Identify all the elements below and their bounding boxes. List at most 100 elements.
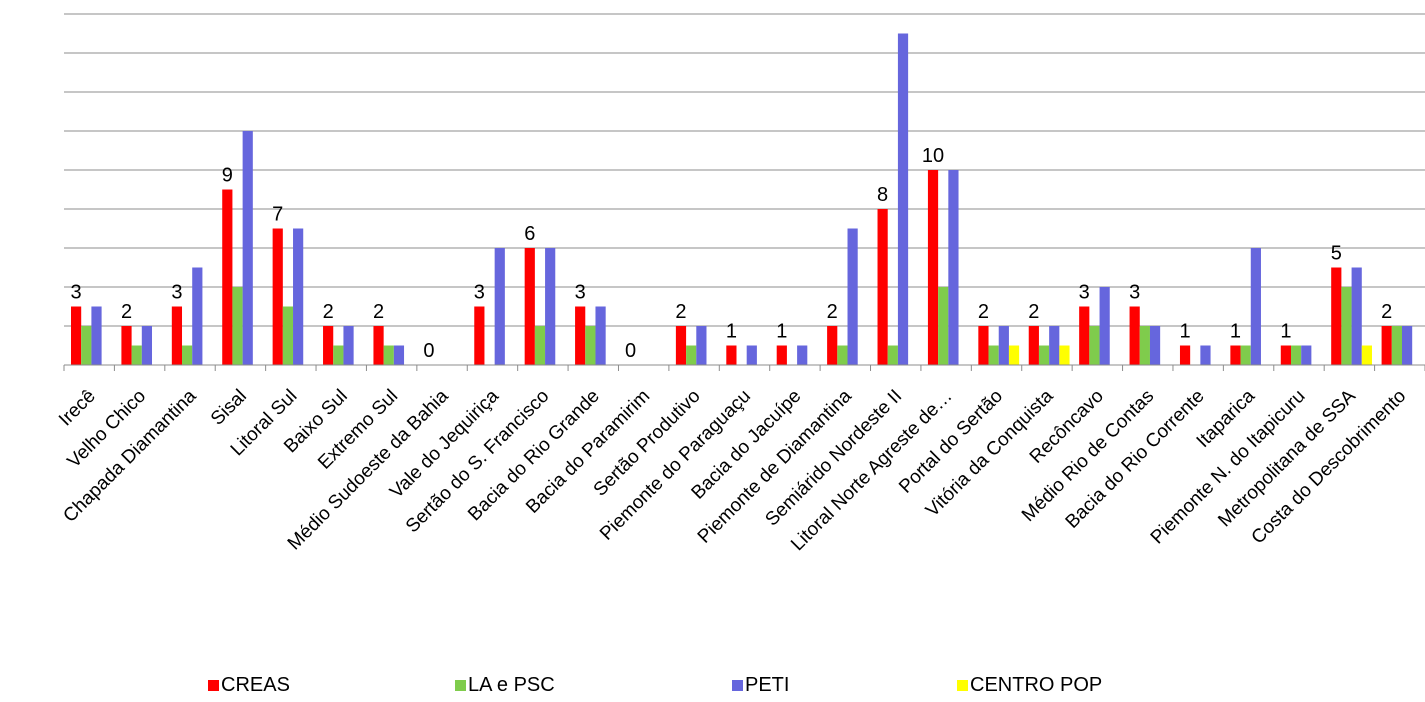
bar-series [71,33,1413,365]
bar-la-e-psc [1139,326,1150,365]
bar-creas [1280,345,1291,365]
bar-creas [575,306,586,365]
bar-la-e-psc [837,345,848,365]
data-label: 2 [1028,301,1039,323]
legend-label: CENTRO POP [970,674,1102,696]
bar-peti [1049,326,1060,365]
data-label: 2 [675,301,686,323]
bar-peti [948,170,959,365]
bar-creas [171,306,183,365]
bar-creas [726,345,737,365]
legend-swatch [957,680,968,691]
bar-centro-pop [1059,345,1070,365]
data-labels: 3 2 3 9 7 2 2 0 3 6 3 0 2 1 1 2 8 10 2 2 3 3 1 1 1 5 2 [71,145,1393,362]
bar-la-e-psc [887,345,898,365]
bar-la-e-psc [383,345,394,365]
bar-peti [1301,345,1312,365]
bar-la-e-psc [282,306,294,365]
bar-creas [1028,326,1039,365]
bar-peti [343,326,354,365]
data-label: 0 [423,340,434,362]
bar-peti [696,326,707,365]
data-label: 2 [1381,301,1392,323]
bar-la-e-psc [81,326,92,365]
bar-peti [1401,326,1413,365]
data-label: 10 [922,145,944,167]
data-label: 2 [827,301,838,323]
data-label: 1 [1280,321,1291,343]
x-axis [63,364,1425,371]
bar-creas [373,326,384,365]
bar-la-e-psc [1391,326,1402,365]
bar-peti [293,228,304,365]
bar-peti [393,345,405,365]
data-label: 1 [1180,321,1191,343]
bar-creas [474,306,485,365]
x-tick-label: Sisal [207,386,251,430]
bar-la-e-psc [131,345,142,365]
data-label: 9 [222,165,233,187]
bar-peti [1099,287,1110,365]
bar-creas [827,326,838,365]
legend-swatch [208,680,219,691]
data-label: 3 [171,282,182,304]
legend-swatch [455,680,466,691]
bar-creas [675,326,687,365]
bar-centro-pop [1008,345,1020,365]
data-label: 1 [776,321,787,343]
bar-la-e-psc [988,345,999,365]
bar-la-e-psc [585,326,596,365]
bar-la-e-psc [232,287,243,365]
bar-peti [1250,248,1261,365]
bar-peti [91,306,102,365]
bar-creas [776,345,787,365]
bar-peti [847,228,858,365]
bar-la-e-psc [333,345,344,365]
bar-peti [242,131,253,365]
data-label: 8 [877,184,888,206]
bar-la-e-psc [182,345,193,365]
bar-peti [797,345,808,365]
bar-peti [1351,267,1362,365]
data-label: 1 [1230,321,1241,343]
bar-creas [222,189,233,365]
bar-peti [595,306,606,365]
bar-creas [1129,306,1140,365]
data-label: 1 [726,321,737,343]
bar-creas [978,326,989,365]
x-tick-label: Irecê [55,386,100,431]
data-label: 6 [524,223,535,245]
bar-creas [1079,306,1090,365]
bar-creas [1230,345,1241,365]
data-label: 3 [474,282,485,304]
bar-la-e-psc [1089,326,1100,365]
data-label: 3 [575,282,586,304]
bar-creas [1331,267,1342,365]
bar-centro-pop [1361,345,1372,365]
bar-creas [1179,345,1191,365]
bar-creas [927,170,939,365]
data-label: 2 [121,301,132,323]
bar-la-e-psc [686,345,697,365]
data-label: 2 [978,301,989,323]
bar-creas [524,248,535,365]
bar-peti [998,326,1009,365]
bar-creas [323,326,334,365]
bar-creas [1381,326,1392,365]
data-label: 3 [71,282,82,304]
legend-label: CREAS [221,674,290,696]
bar-la-e-psc [938,287,949,365]
bar-la-e-psc [1038,345,1050,365]
data-label: 3 [1129,282,1140,304]
bar-peti [897,33,909,365]
data-label: 2 [323,301,334,323]
bar-creas [272,228,283,365]
data-label: 7 [272,204,283,226]
data-label: 0 [625,340,636,362]
legend: CREAS LA e PSC PETI CENTRO POP [208,674,1102,696]
bar-creas [71,306,82,365]
bar-la-e-psc [1290,345,1302,365]
data-label: 2 [373,301,384,323]
